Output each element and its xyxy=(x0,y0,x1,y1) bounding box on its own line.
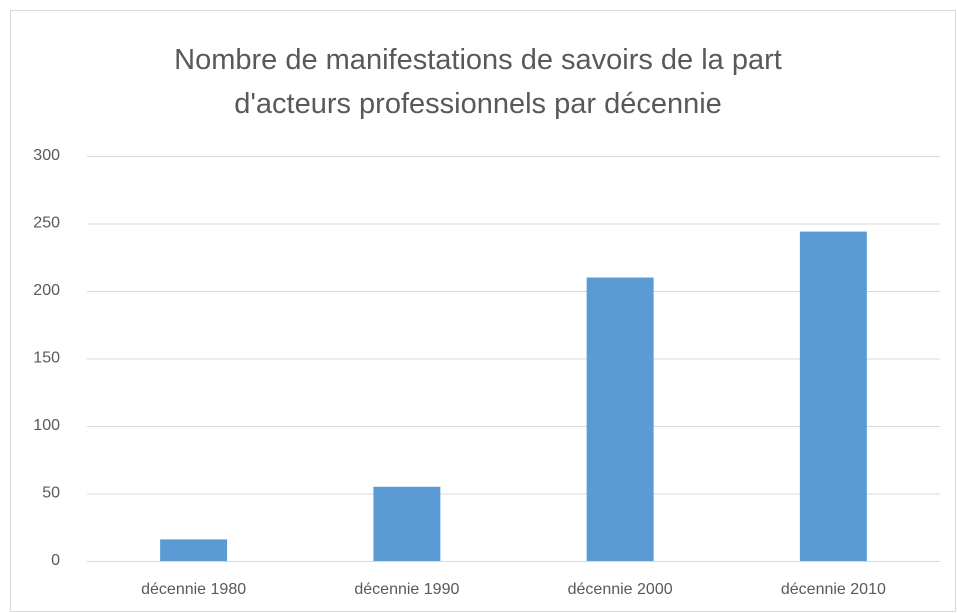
y-tick-label: 100 xyxy=(33,417,60,434)
x-tick-label: décennie 1980 xyxy=(141,581,246,598)
bar xyxy=(586,277,654,561)
bar xyxy=(160,539,228,561)
y-tick-label: 0 xyxy=(51,552,60,569)
y-tick-label: 300 xyxy=(33,147,60,164)
bar xyxy=(373,486,441,561)
x-tick-label: décennie 2010 xyxy=(781,581,886,598)
y-tick-label: 250 xyxy=(33,215,60,232)
y-tick-label: 150 xyxy=(33,350,60,367)
x-tick-label: décennie 2000 xyxy=(568,581,673,598)
chart-title: Nombre de manifestations de savoirs de l… xyxy=(174,44,782,120)
chart-border xyxy=(10,10,956,612)
bar xyxy=(799,231,867,561)
y-tick-label: 50 xyxy=(42,485,60,502)
y-tick-label: 200 xyxy=(33,282,60,299)
x-tick-label: décennie 1990 xyxy=(354,581,459,598)
